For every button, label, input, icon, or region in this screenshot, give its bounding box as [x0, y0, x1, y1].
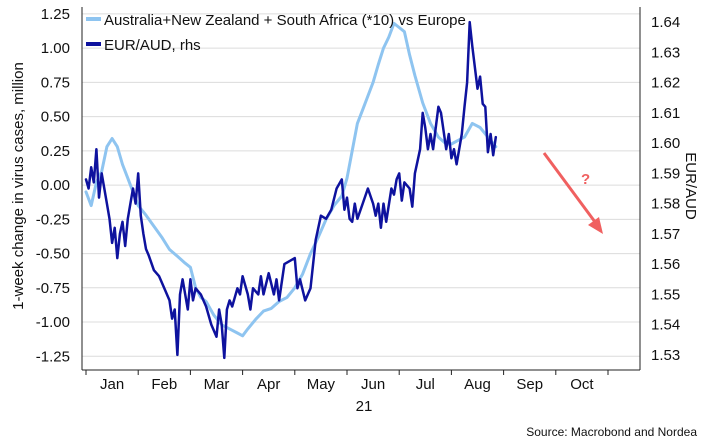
y2-tick-label: 1.63	[651, 44, 680, 61]
y-tick-label: -1.25	[36, 348, 70, 365]
left-tick-labels: 1.25 1.00 0.75 0.50 0.25 0.00 -0.25 -0.50 -0.75 -…	[36, 6, 70, 365]
y-tick-label: 0.25	[41, 143, 70, 160]
month-label: Sep	[516, 376, 543, 393]
series-lines	[84, 20, 498, 360]
axes	[81, 7, 641, 375]
y-tick-label: 0.75	[41, 74, 70, 91]
month-label: Jan	[100, 376, 124, 393]
y-tick-label: 0.00	[41, 177, 70, 194]
y2-tick-label: 1.64	[651, 14, 680, 31]
month-tick-labels: Jan Feb Mar Apr May Jun Jul Aug Sep Oct	[100, 376, 594, 393]
series-line-eur-aud	[84, 20, 498, 360]
y2-tick-label: 1.53	[651, 347, 680, 364]
month-label: Jul	[416, 376, 435, 393]
y-tick-label: -0.75	[36, 280, 70, 297]
y2-tick-label: 1.56	[651, 256, 680, 273]
y-tick-label: 0.50	[41, 109, 70, 126]
source-note: Source: Macrobond and Nordea	[526, 425, 697, 439]
y2-tick-label: 1.61	[651, 105, 680, 122]
month-label: May	[307, 376, 336, 393]
month-label: Jun	[361, 376, 385, 393]
legend-label-euraud: EUR/AUD, rhs	[104, 37, 201, 54]
gridlines	[82, 13, 640, 357]
right-tick-labels: 1.64 1.63 1.62 1.61 1.60 1.59 1.58 1.57 1.56 1.55…	[651, 14, 680, 364]
y2-tick-label: 1.59	[651, 165, 680, 182]
y2-tick-label: 1.54	[651, 317, 680, 334]
month-label: Oct	[570, 376, 594, 393]
y-tick-label: 1.25	[41, 6, 70, 23]
down-arrow-head	[588, 217, 603, 234]
legend: Australia+New Zealand + South Africa (*1…	[86, 12, 466, 54]
question-mark: ?	[581, 171, 590, 188]
y2-tick-label: 1.58	[651, 196, 680, 213]
legend-label-virus: Australia+New Zealand + South Africa (*1…	[104, 12, 466, 29]
y-axis-title-right: EUR/AUD	[682, 152, 699, 220]
down-arrow-shaft	[542, 152, 600, 227]
x-axis-year-label: 21	[356, 398, 373, 415]
month-label: Apr	[257, 376, 280, 393]
annotation: ?	[542, 152, 603, 234]
month-label: Mar	[204, 376, 230, 393]
series-line-virus-cases	[84, 21, 498, 338]
y2-tick-label: 1.60	[651, 135, 680, 152]
y-tick-label: -0.25	[36, 211, 70, 228]
y-tick-label: -1.00	[36, 314, 70, 331]
y2-tick-label: 1.57	[651, 226, 680, 243]
y2-tick-label: 1.55	[651, 286, 680, 303]
y-tick-label: -0.50	[36, 246, 70, 263]
y-axis-title-left: 1-week change in virus cases, million	[10, 62, 27, 310]
month-label: Feb	[151, 376, 177, 393]
month-label: Aug	[464, 376, 491, 393]
y2-tick-label: 1.62	[651, 75, 680, 92]
y-tick-label: 1.00	[41, 40, 70, 57]
